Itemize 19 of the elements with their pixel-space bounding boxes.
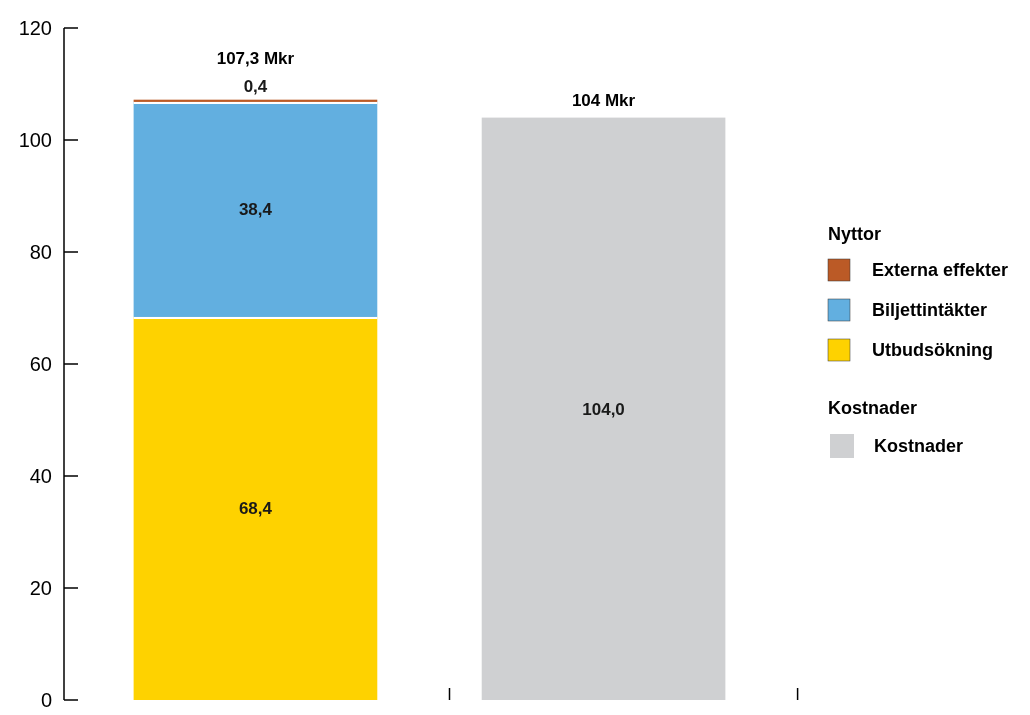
total-label: 107,3 Mkr <box>216 48 295 68</box>
y-tick-label: 20 <box>29 577 52 599</box>
y-tick-label: 60 <box>29 353 52 375</box>
data-label: 0,4 <box>243 76 268 96</box>
legend-label: Kostnader <box>874 436 964 456</box>
y-tick-label: 80 <box>29 241 52 263</box>
legend-label: Utbudsökning <box>872 340 993 360</box>
data-label: 68,4 <box>238 499 273 519</box>
y-tick-label: 0 <box>40 689 52 711</box>
y-tick-label: 100 <box>18 129 52 151</box>
legend-label: Biljettintäkter <box>872 300 988 320</box>
legend-title: Nyttor <box>828 224 881 244</box>
total-label: 104 Mkr <box>571 90 636 110</box>
data-label: 104,0 <box>582 399 625 419</box>
text: Kostnader <box>828 398 918 418</box>
legend-label: Externa effekter <box>872 260 1009 280</box>
data-label: 38,4 <box>238 200 273 220</box>
y-tick-label: 40 <box>29 465 52 487</box>
y-tick-label: 120 <box>18 17 52 39</box>
